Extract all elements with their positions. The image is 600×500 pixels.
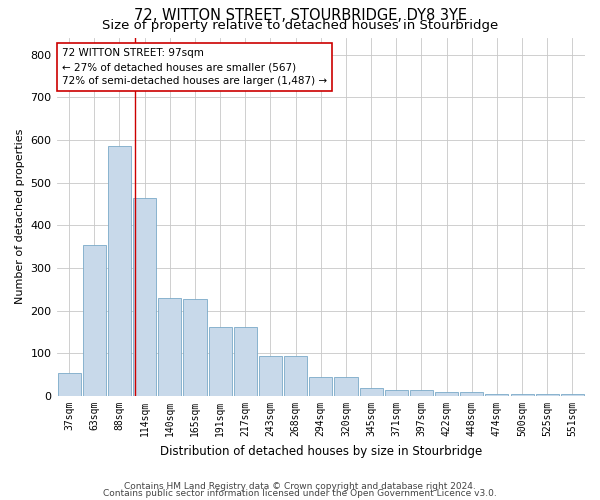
Bar [259, 356, 282, 396]
Bar [485, 394, 508, 396]
Bar [511, 394, 533, 396]
Bar [133, 198, 156, 396]
Bar [209, 327, 232, 396]
Text: 72, WITTON STREET, STOURBRIDGE, DY8 3YE: 72, WITTON STREET, STOURBRIDGE, DY8 3YE [133, 8, 467, 22]
Bar [561, 394, 584, 396]
Text: Contains public sector information licensed under the Open Government Licence v3: Contains public sector information licen… [103, 490, 497, 498]
Bar [410, 390, 433, 396]
Text: Size of property relative to detached houses in Stourbridge: Size of property relative to detached ho… [102, 19, 498, 32]
Bar [58, 372, 80, 396]
Bar [158, 298, 181, 396]
Bar [309, 377, 332, 396]
Text: 72 WITTON STREET: 97sqm
← 27% of detached houses are smaller (567)
72% of semi-d: 72 WITTON STREET: 97sqm ← 27% of detache… [62, 48, 327, 86]
Text: Contains HM Land Registry data © Crown copyright and database right 2024.: Contains HM Land Registry data © Crown c… [124, 482, 476, 491]
Bar [184, 298, 206, 396]
Bar [536, 394, 559, 396]
Bar [83, 244, 106, 396]
Y-axis label: Number of detached properties: Number of detached properties [15, 129, 25, 304]
Bar [108, 146, 131, 396]
Bar [234, 327, 257, 396]
Bar [385, 390, 408, 396]
Bar [359, 388, 383, 396]
Bar [460, 392, 484, 396]
Bar [334, 378, 358, 396]
Bar [435, 392, 458, 396]
X-axis label: Distribution of detached houses by size in Stourbridge: Distribution of detached houses by size … [160, 444, 482, 458]
Bar [284, 356, 307, 396]
